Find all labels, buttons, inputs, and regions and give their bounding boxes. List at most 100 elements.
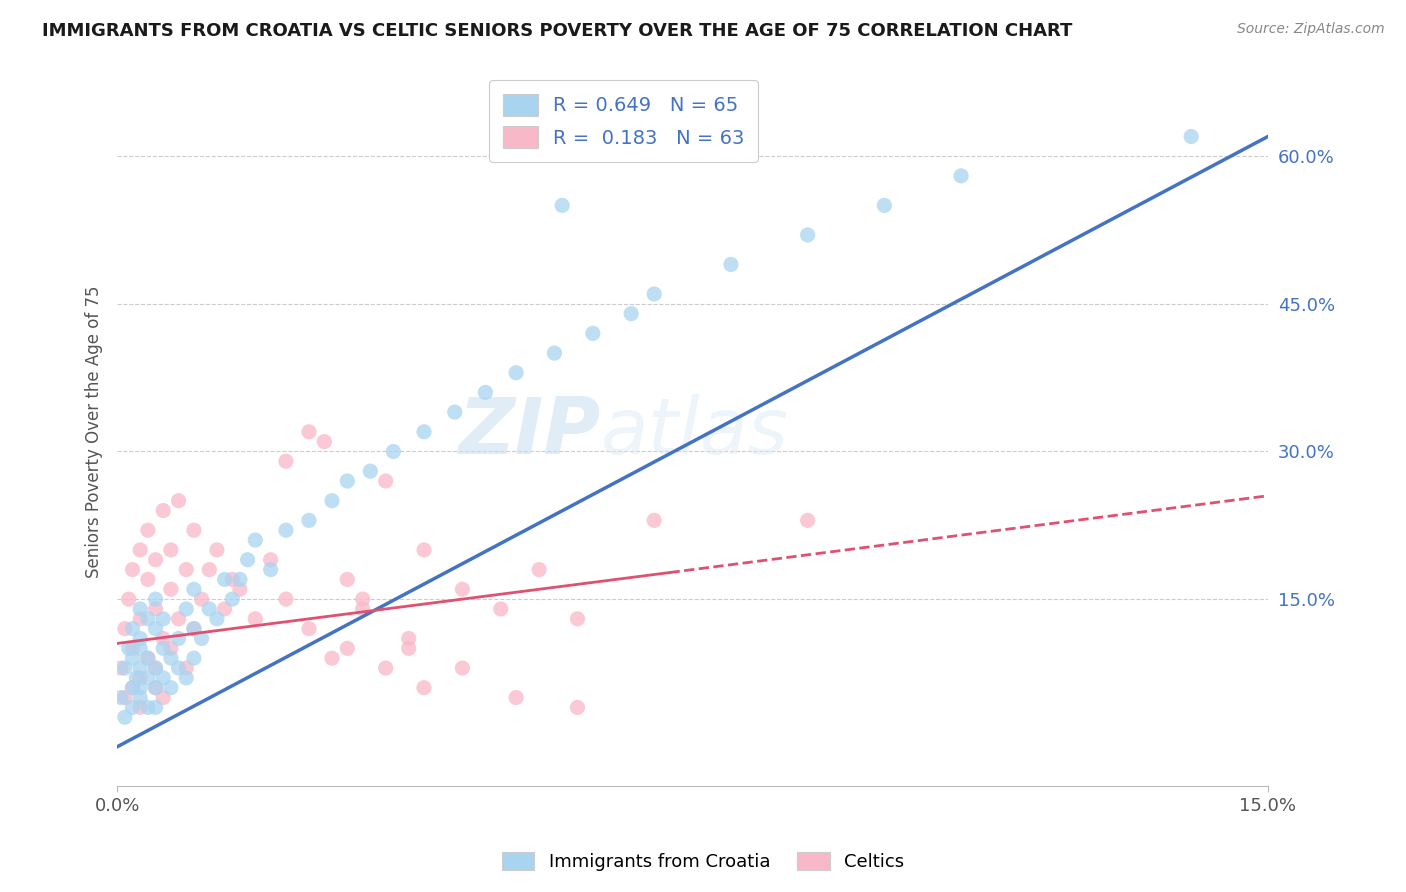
Point bbox=[873, 198, 896, 212]
Point bbox=[129, 612, 152, 626]
Point bbox=[382, 444, 405, 458]
Point bbox=[205, 612, 228, 626]
Point bbox=[118, 641, 141, 656]
Point bbox=[229, 582, 252, 597]
Point bbox=[152, 690, 174, 705]
Point bbox=[174, 602, 197, 616]
Point bbox=[121, 622, 143, 636]
Point bbox=[374, 474, 396, 488]
Point bbox=[145, 661, 167, 675]
Point bbox=[321, 493, 343, 508]
Point bbox=[259, 553, 281, 567]
Point bbox=[129, 681, 152, 695]
Point bbox=[474, 385, 496, 400]
Point bbox=[413, 542, 436, 557]
Point bbox=[118, 592, 141, 607]
Point bbox=[145, 681, 167, 695]
Point bbox=[145, 592, 167, 607]
Text: IMMIGRANTS FROM CROATIA VS CELTIC SENIORS POVERTY OVER THE AGE OF 75 CORRELATION: IMMIGRANTS FROM CROATIA VS CELTIC SENIOR… bbox=[42, 22, 1073, 40]
Text: atlas: atlas bbox=[600, 393, 789, 470]
Legend: Immigrants from Croatia, Celtics: Immigrants from Croatia, Celtics bbox=[495, 845, 911, 879]
Point bbox=[567, 612, 589, 626]
Point bbox=[121, 681, 143, 695]
Point bbox=[274, 454, 297, 468]
Point bbox=[451, 582, 474, 597]
Point bbox=[321, 651, 343, 665]
Text: ZIP: ZIP bbox=[458, 393, 600, 470]
Point bbox=[720, 257, 742, 271]
Point bbox=[527, 563, 550, 577]
Point bbox=[121, 641, 143, 656]
Point bbox=[451, 661, 474, 675]
Point bbox=[145, 681, 167, 695]
Point bbox=[543, 346, 565, 360]
Point bbox=[259, 563, 281, 577]
Point bbox=[160, 582, 183, 597]
Point bbox=[114, 690, 136, 705]
Point bbox=[183, 651, 205, 665]
Point bbox=[145, 700, 167, 714]
Point bbox=[136, 523, 159, 537]
Point bbox=[413, 681, 436, 695]
Point bbox=[129, 671, 152, 685]
Legend: R = 0.649   N = 65, R =  0.183   N = 63: R = 0.649 N = 65, R = 0.183 N = 63 bbox=[489, 80, 758, 162]
Point bbox=[129, 542, 152, 557]
Text: Source: ZipAtlas.com: Source: ZipAtlas.com bbox=[1237, 22, 1385, 37]
Point bbox=[121, 700, 143, 714]
Point bbox=[298, 513, 321, 527]
Point bbox=[352, 602, 374, 616]
Point bbox=[443, 405, 465, 419]
Point bbox=[125, 671, 148, 685]
Point bbox=[336, 641, 359, 656]
Point bbox=[620, 307, 643, 321]
Point bbox=[136, 671, 159, 685]
Point bbox=[160, 641, 183, 656]
Point bbox=[505, 690, 527, 705]
Y-axis label: Seniors Poverty Over the Age of 75: Seniors Poverty Over the Age of 75 bbox=[86, 285, 103, 578]
Point bbox=[152, 632, 174, 646]
Point bbox=[145, 553, 167, 567]
Point bbox=[183, 622, 205, 636]
Point bbox=[114, 622, 136, 636]
Point bbox=[359, 464, 381, 478]
Point bbox=[190, 632, 212, 646]
Point bbox=[121, 563, 143, 577]
Point bbox=[110, 661, 132, 675]
Point bbox=[221, 573, 243, 587]
Point bbox=[114, 661, 136, 675]
Point bbox=[398, 632, 420, 646]
Point bbox=[145, 622, 167, 636]
Point bbox=[129, 700, 152, 714]
Point bbox=[1180, 129, 1202, 144]
Point bbox=[489, 602, 512, 616]
Point bbox=[136, 700, 159, 714]
Point bbox=[796, 513, 818, 527]
Point bbox=[167, 632, 190, 646]
Point bbox=[198, 602, 221, 616]
Point bbox=[183, 523, 205, 537]
Point bbox=[174, 661, 197, 675]
Point bbox=[136, 651, 159, 665]
Point bbox=[398, 641, 420, 656]
Point bbox=[129, 641, 152, 656]
Point bbox=[214, 602, 236, 616]
Point bbox=[174, 671, 197, 685]
Point bbox=[152, 641, 174, 656]
Point bbox=[229, 573, 252, 587]
Point bbox=[582, 326, 605, 341]
Point bbox=[198, 563, 221, 577]
Point bbox=[129, 661, 152, 675]
Point bbox=[245, 612, 267, 626]
Point bbox=[110, 690, 132, 705]
Point bbox=[505, 366, 527, 380]
Point bbox=[352, 592, 374, 607]
Point bbox=[145, 602, 167, 616]
Point bbox=[136, 651, 159, 665]
Point bbox=[129, 632, 152, 646]
Point bbox=[129, 602, 152, 616]
Point bbox=[245, 533, 267, 547]
Point bbox=[374, 661, 396, 675]
Point bbox=[336, 474, 359, 488]
Point bbox=[167, 493, 190, 508]
Point bbox=[183, 582, 205, 597]
